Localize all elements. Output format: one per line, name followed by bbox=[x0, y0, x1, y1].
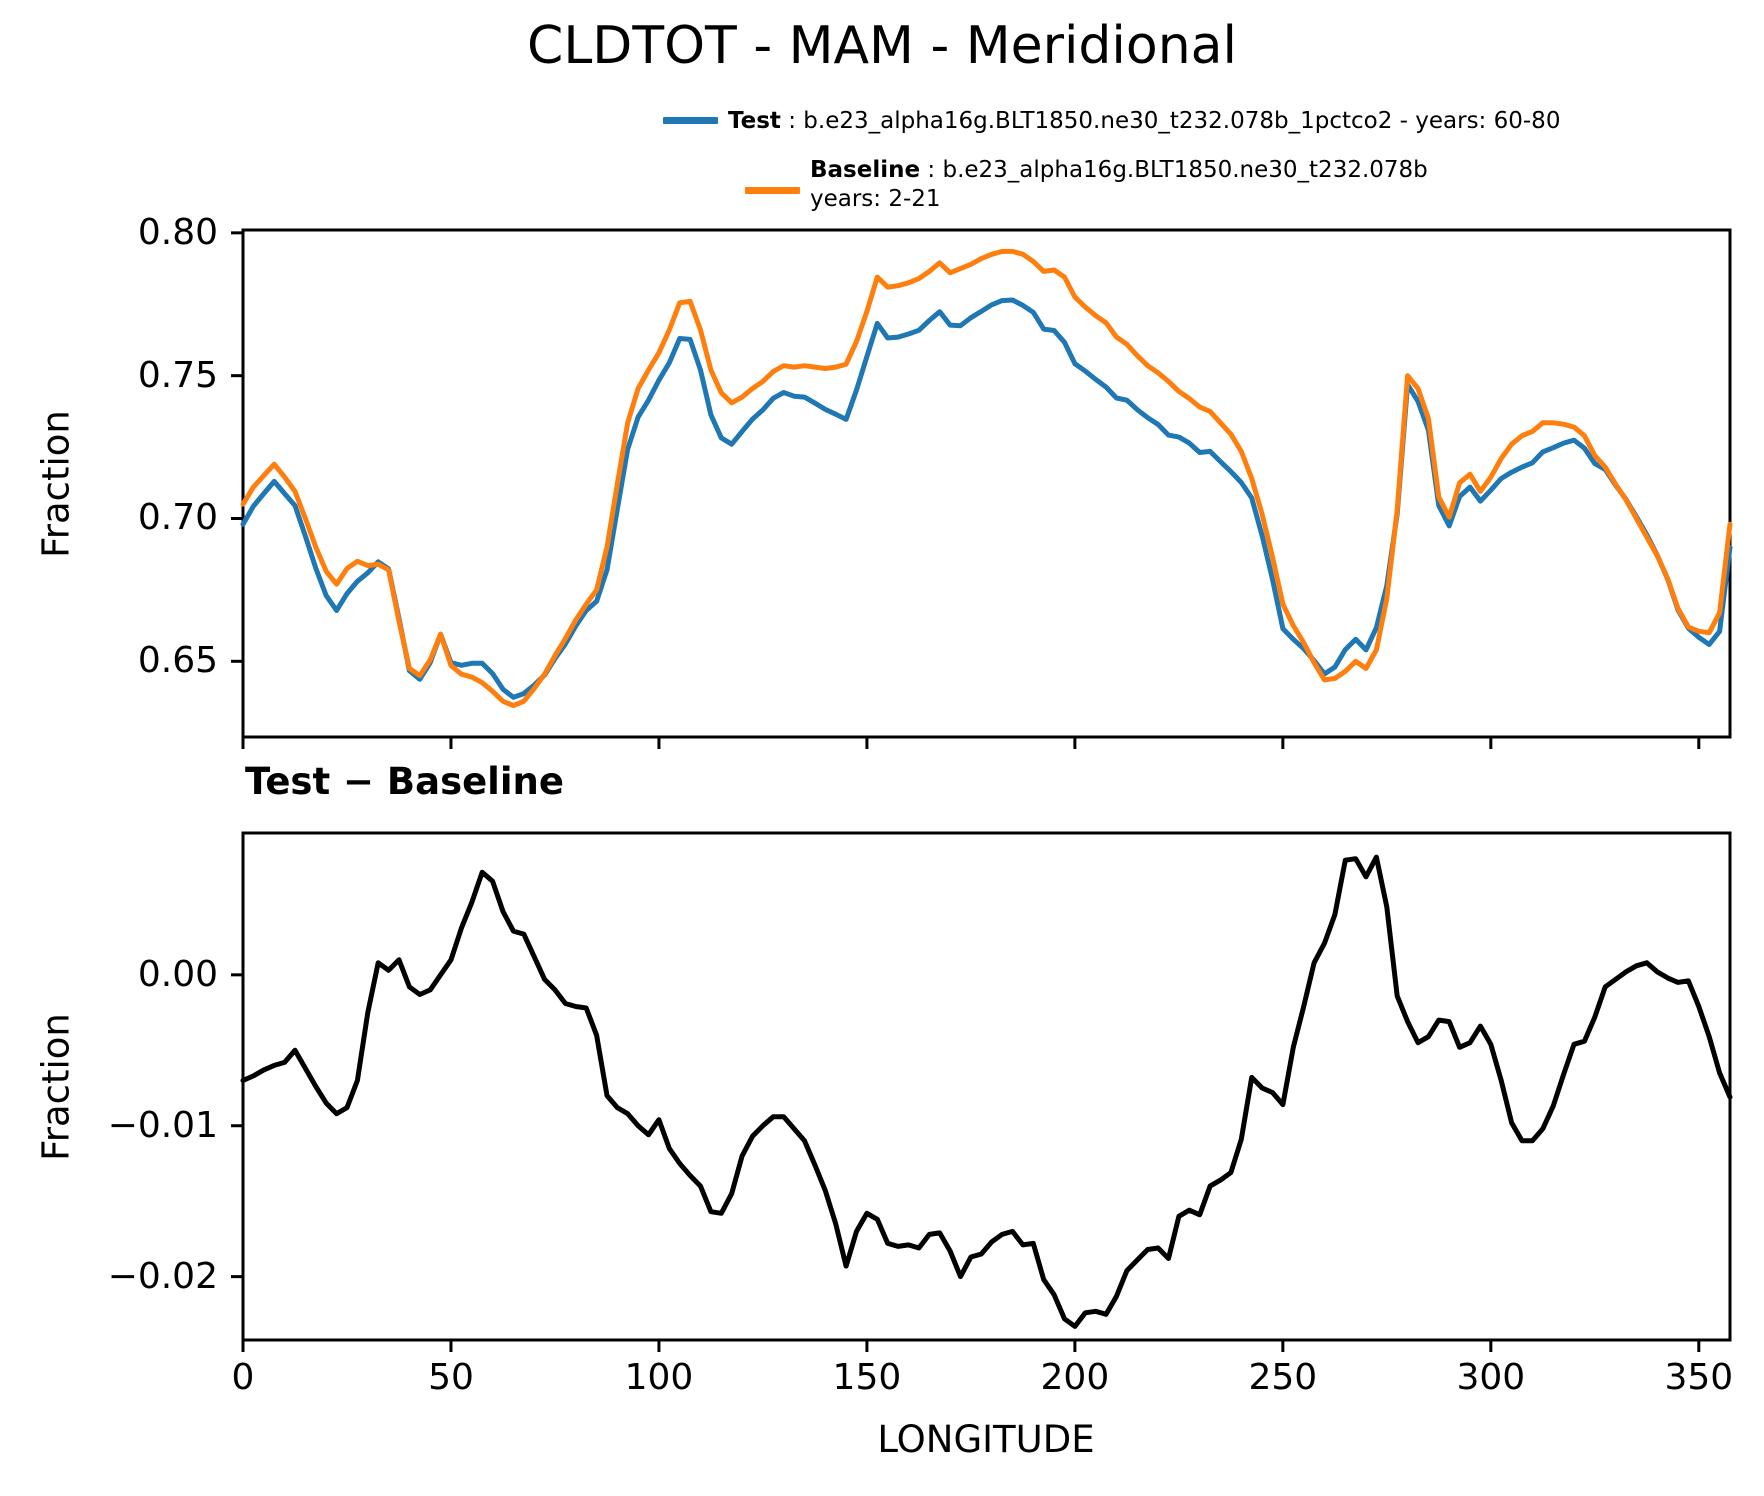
y-axis-label-top: Fraction bbox=[34, 409, 78, 558]
x-tick-label: 150 bbox=[832, 1357, 902, 1398]
test-minus-baseline-line bbox=[240, 854, 1733, 1329]
baseline-line bbox=[240, 248, 1733, 709]
legend-baseline-desc: : b.e23_alpha16g.BLT1850.ne30_t232.078b bbox=[920, 157, 1428, 183]
plot-frame bbox=[241, 228, 1732, 739]
x-axis-label: LONGITUDE bbox=[877, 1418, 1095, 1461]
x-tick-label: 100 bbox=[624, 1357, 694, 1398]
legend-test-name: Test bbox=[728, 108, 781, 134]
y-tick-label: 0.00 bbox=[137, 953, 218, 995]
legend-entry-baseline: Baseline : b.e23_alpha16g.BLT1850.ne30_t… bbox=[810, 156, 1570, 214]
x-tick-label: 350 bbox=[1664, 1357, 1734, 1398]
y-tick-label: −0.02 bbox=[107, 1255, 218, 1297]
x-tick-label: 0 bbox=[231, 1357, 255, 1398]
legend-baseline-line-swatch bbox=[745, 187, 800, 194]
y-axis-label-bottom: Fraction bbox=[34, 1012, 78, 1161]
x-tick-label: 300 bbox=[1456, 1357, 1526, 1398]
x-tick-label: 200 bbox=[1040, 1357, 1110, 1398]
y-tick-label: 0.65 bbox=[137, 640, 218, 682]
legend-baseline-years: years: 2-21 bbox=[810, 186, 941, 212]
difference-panel-title: Test − Baseline bbox=[245, 760, 564, 803]
y-tick-label: 0.70 bbox=[137, 497, 218, 539]
legend-entry-test: Test : b.e23_alpha16g.BLT1850.ne30_t232.… bbox=[728, 106, 1588, 136]
y-tick-label: 0.80 bbox=[137, 211, 218, 253]
test-line bbox=[240, 297, 1733, 700]
legend-baseline-name: Baseline bbox=[810, 157, 921, 183]
legend-test-line-swatch bbox=[663, 117, 718, 124]
y-tick-label: 0.75 bbox=[137, 354, 218, 396]
legend-test-desc: : b.e23_alpha16g.BLT1850.ne30_t232.078b_… bbox=[780, 108, 1561, 134]
y-tick-label: −0.01 bbox=[107, 1104, 218, 1146]
x-tick-label: 50 bbox=[428, 1357, 474, 1398]
x-tick-label: 250 bbox=[1248, 1357, 1318, 1398]
figure-title: CLDTOT - MAM - Meridional bbox=[527, 16, 1237, 76]
plot-frame bbox=[241, 831, 1732, 1342]
